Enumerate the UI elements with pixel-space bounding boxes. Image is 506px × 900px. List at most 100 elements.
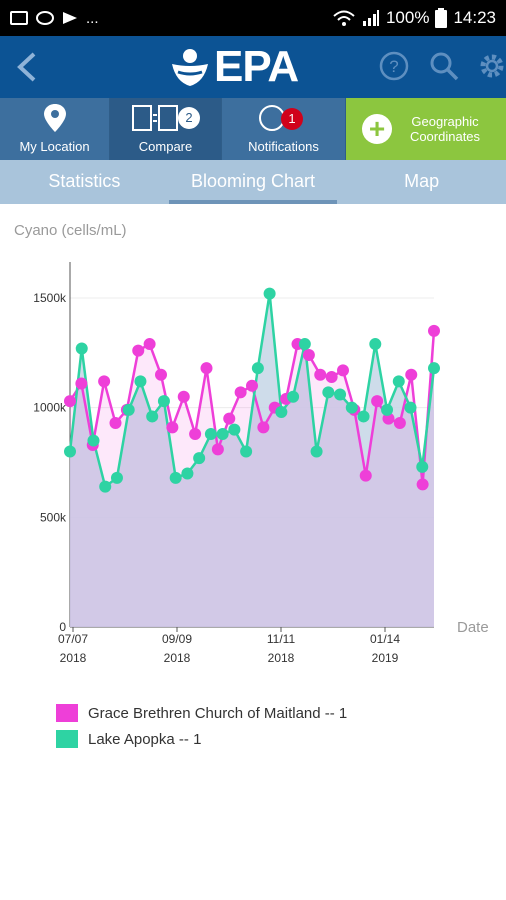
data-point-grace-brethren — [257, 421, 270, 434]
data-point-lake-apopka — [369, 338, 382, 351]
status-bar: ... 100% 14:23 — [0, 0, 506, 36]
x-tick-label: 07/07 — [58, 632, 88, 646]
data-point-lake-apopka — [146, 410, 159, 423]
data-point-lake-apopka — [228, 423, 241, 436]
data-point-lake-apopka — [181, 467, 194, 480]
tab-blooming-chart[interactable]: Blooming Chart — [168, 160, 338, 204]
data-point-grace-brethren — [166, 421, 179, 434]
data-point-grace-brethren — [200, 362, 213, 375]
data-point-lake-apopka — [193, 452, 206, 465]
tab-bar: Statistics Blooming Chart Map — [0, 160, 506, 204]
notifications-button[interactable]: 1 Notifications — [222, 98, 346, 160]
notifications-badge: 1 — [281, 108, 303, 130]
x-tick-year-label: 2018 — [60, 651, 87, 665]
data-point-grace-brethren — [211, 443, 224, 456]
data-point-lake-apopka — [404, 401, 417, 414]
epa-logo: EPA — [170, 42, 299, 91]
y-axis-label: Cyano (cells/mL) — [14, 222, 127, 239]
status-ellipsis: ... — [86, 9, 99, 27]
data-point-lake-apopka — [216, 427, 229, 440]
geographic-coordinates-button[interactable]: + Geographic Coordinates — [346, 98, 506, 160]
x-tick-year-label: 2019 — [372, 651, 399, 665]
data-point-grace-brethren — [132, 344, 145, 357]
data-point-lake-apopka — [392, 375, 405, 388]
compare-badge: 2 — [178, 107, 200, 129]
chart-legend: Grace Brethren Church of Maitland -- 1 L… — [56, 700, 347, 752]
signal-icon — [362, 10, 379, 26]
data-point-lake-apopka — [298, 338, 311, 351]
legend-item-lake-apopka[interactable]: Lake Apopka -- 1 — [56, 726, 347, 752]
data-point-grace-brethren — [234, 386, 247, 399]
epa-flower-icon — [172, 49, 208, 86]
data-point-grace-brethren — [246, 379, 258, 392]
data-point-lake-apopka — [251, 362, 264, 375]
help-icon[interactable]: ? — [378, 50, 410, 82]
legend-swatch — [56, 730, 78, 748]
search-icon[interactable] — [428, 50, 460, 82]
data-point-lake-apopka — [204, 427, 217, 440]
data-point-lake-apopka — [334, 388, 347, 401]
svg-text:?: ? — [389, 57, 398, 76]
data-point-lake-apopka — [110, 471, 123, 484]
my-location-label: My Location — [19, 139, 90, 154]
x-tick-label: 09/09 — [162, 632, 192, 646]
data-point-lake-apopka — [75, 342, 88, 355]
data-point-lake-apopka — [87, 434, 100, 447]
data-point-grace-brethren — [325, 370, 338, 383]
back-icon[interactable] — [12, 48, 42, 86]
geographic-coordinates-label: Geographic Coordinates — [409, 114, 481, 144]
status-time: 14:23 — [453, 8, 496, 27]
data-point-lake-apopka — [345, 401, 358, 414]
app-header: EPA ? — [0, 36, 506, 98]
x-axis-label: Date — [457, 619, 489, 636]
status-left: ... — [0, 10, 99, 27]
data-point-grace-brethren — [189, 427, 202, 440]
legend-item-grace-brethren[interactable]: Grace Brethren Church of Maitland -- 1 — [56, 700, 347, 726]
wifi-icon — [333, 10, 355, 26]
x-tick-year-label: 2018 — [268, 651, 295, 665]
action-toolbar: My Location 2 Compare 1 Notifications + … — [0, 98, 506, 160]
data-point-grace-brethren — [371, 395, 384, 408]
legend-label: Lake Apopka -- 1 — [88, 730, 202, 748]
data-point-lake-apopka — [134, 375, 147, 388]
battery-percent: 100% — [385, 8, 430, 27]
plus-icon: + — [362, 114, 392, 144]
data-point-grace-brethren — [359, 469, 372, 482]
tab-map[interactable]: Map — [404, 171, 440, 191]
data-point-grace-brethren — [98, 375, 111, 388]
data-point-lake-apopka — [157, 395, 170, 408]
x-tick-year-label: 2018 — [164, 651, 191, 665]
data-point-lake-apopka — [99, 480, 112, 493]
data-point-grace-brethren — [75, 377, 88, 390]
data-point-grace-brethren — [223, 412, 236, 425]
compare-icon — [132, 105, 178, 131]
notifications-label: Notifications — [248, 139, 319, 154]
data-point-lake-apopka — [322, 386, 335, 399]
y-tick-label: 500k — [40, 510, 67, 524]
data-point-lake-apopka — [64, 445, 76, 458]
status-right: 100% 14:23 — [332, 0, 496, 36]
data-point-grace-brethren — [337, 364, 349, 377]
data-point-lake-apopka — [169, 471, 182, 484]
compare-label: Compare — [138, 139, 193, 154]
data-point-lake-apopka — [357, 410, 370, 423]
compare-button[interactable]: 2 Compare — [110, 98, 222, 160]
logo-text: EPA — [214, 42, 299, 91]
y-tick-label: 1500k — [33, 291, 67, 305]
settings-icon[interactable] — [476, 50, 506, 82]
data-point-lake-apopka — [416, 460, 429, 473]
data-point-lake-apopka — [428, 362, 440, 375]
blooming-chart[interactable]: 0500k1000k1500k07/07201809/09201811/1120… — [0, 0, 506, 680]
data-point-grace-brethren — [177, 390, 190, 403]
data-point-grace-brethren — [109, 417, 122, 430]
data-point-lake-apopka — [263, 287, 276, 300]
data-point-lake-apopka — [310, 445, 323, 458]
x-tick-label: 11/11 — [267, 632, 296, 646]
data-point-grace-brethren — [155, 368, 167, 381]
data-point-grace-brethren — [302, 349, 315, 362]
data-point-lake-apopka — [275, 406, 288, 419]
my-location-button[interactable]: My Location — [0, 98, 110, 160]
tab-statistics[interactable]: Statistics — [48, 171, 121, 191]
data-point-lake-apopka — [381, 403, 394, 416]
data-point-lake-apopka — [287, 390, 300, 403]
